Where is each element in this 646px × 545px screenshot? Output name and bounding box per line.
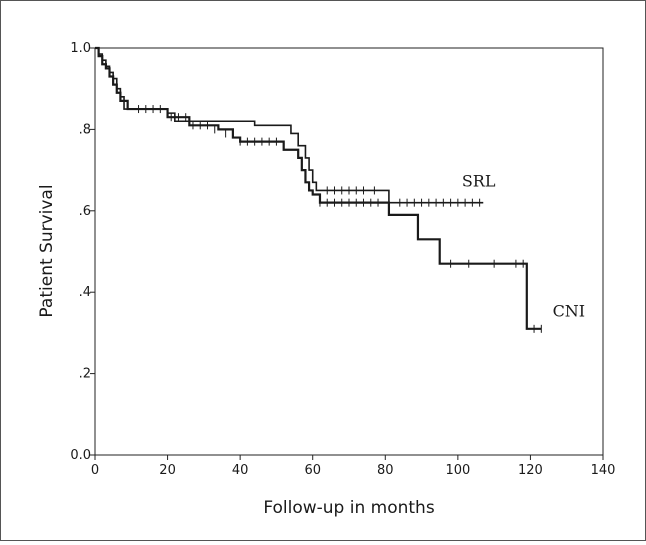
- x-axis-title: Follow-up in months: [263, 498, 435, 518]
- series-line-srl: [95, 47, 484, 204]
- y-tick-label: .6: [79, 204, 91, 219]
- x-tick-label: 0: [91, 463, 99, 478]
- x-axis-ticks: 0 20 40 60 80 100 120 140: [91, 455, 616, 478]
- y-tick-label: .8: [79, 122, 91, 137]
- x-tick-label: 60: [304, 463, 321, 478]
- x-tick-label: 140: [591, 463, 616, 478]
- y-tick-label: .2: [79, 367, 91, 382]
- y-tick-label: 1.0: [70, 41, 91, 56]
- series-label-srl: SRL: [462, 171, 496, 190]
- series-labels: SRL CNI: [462, 171, 585, 320]
- plot-frame: [94, 47, 604, 456]
- series-layer: [95, 46, 542, 330]
- x-tick-label: 20: [159, 463, 176, 478]
- y-axis-title: Patient Survival: [37, 184, 57, 317]
- x-tick-label: 120: [518, 463, 543, 478]
- y-tick-label: 0.0: [70, 448, 91, 463]
- x-tick-label: 100: [445, 463, 470, 478]
- series-label-cni: CNI: [553, 302, 586, 321]
- y-axis-ticks: 0.0 .2 .4 .6 .8 1.0: [70, 41, 95, 463]
- x-tick-label: 80: [377, 463, 394, 478]
- x-tick-label: 40: [232, 463, 249, 478]
- censor-marks: [138, 105, 542, 333]
- y-tick-label: .4: [79, 285, 91, 300]
- series-line-cni: [95, 46, 542, 330]
